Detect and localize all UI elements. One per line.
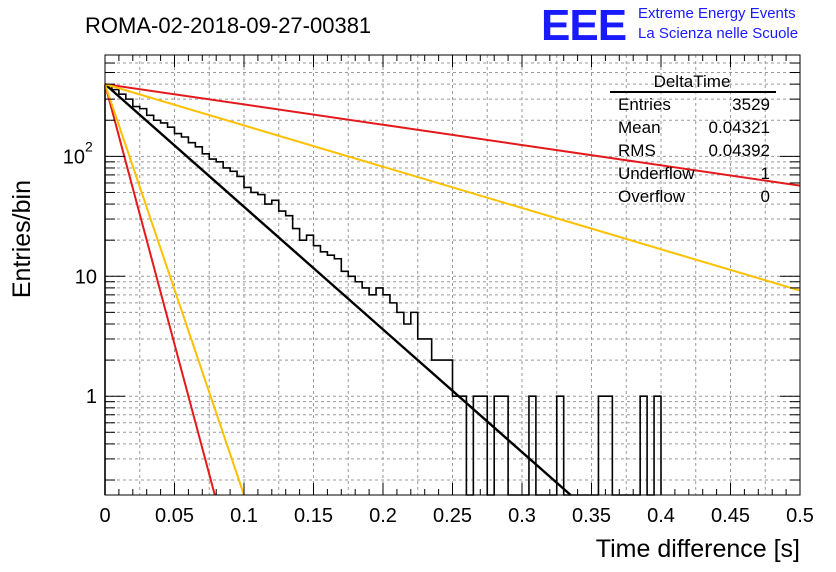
fit-line-2 [104,83,801,292]
fit-lines [104,83,801,496]
stats-value-underflow: 1 [761,164,770,183]
x-tick-label: 0.3 [508,505,536,527]
stats-name: DeltaTime [654,72,731,91]
x-tick-label: 0 [99,505,110,527]
grid [105,54,800,495]
stats-box: DeltaTime Entries 3529 Mean 0.04321 RMS … [610,72,776,206]
x-tick-label: 0.05 [155,505,194,527]
x-axis-label: Time difference [s] [596,535,800,563]
x-tick-label: 0.2 [369,505,397,527]
x-tick-label: 0.35 [572,505,611,527]
x-tick-label: 0.15 [294,505,333,527]
stats-value-rms: 0.04392 [709,141,770,160]
fit-line-4 [104,83,245,496]
eee-logo: EEE [541,1,626,50]
logo-line-1: Extreme Energy Events [638,5,796,22]
fit-line-3 [104,83,216,496]
stats-label-overflow: Overflow [618,187,686,206]
logo-line-2: La Scienza nelle Scuole [638,25,798,42]
axis-ticks [104,54,801,495]
y-tick-label: 1 [86,386,97,408]
stats-value-overflow: 0 [761,187,770,206]
stats-value-mean: 0.04321 [709,118,770,137]
stats-label-underflow: Underflow [618,164,695,183]
y-tick-label: 10 [63,146,85,168]
stats-label-rms: RMS [618,141,656,160]
x-tick-label: 0.25 [433,505,472,527]
x-tick-label: 0.45 [711,505,750,527]
y-tick-exponent: 2 [85,138,93,154]
stats-label-entries: Entries [618,95,671,114]
chart-title: ROMA-02-2018-09-27-00381 [85,13,371,38]
fit-line-1 [104,83,801,187]
x-tick-label: 0.5 [786,505,814,527]
x-tick-label: 0.1 [230,505,258,527]
x-tick-label: 0.4 [647,505,675,527]
stats-label-mean: Mean [618,118,661,137]
y-tick-label: 10 [75,266,97,288]
y-axis-label: Entries/bin [8,180,36,298]
x-tick-labels: 0 0.05 0.1 0.15 0.2 0.25 0.3 0.35 0.4 0.45 0.5 [99,505,813,527]
stats-value-entries: 3529 [732,95,770,114]
fit-line-0 [104,83,572,496]
